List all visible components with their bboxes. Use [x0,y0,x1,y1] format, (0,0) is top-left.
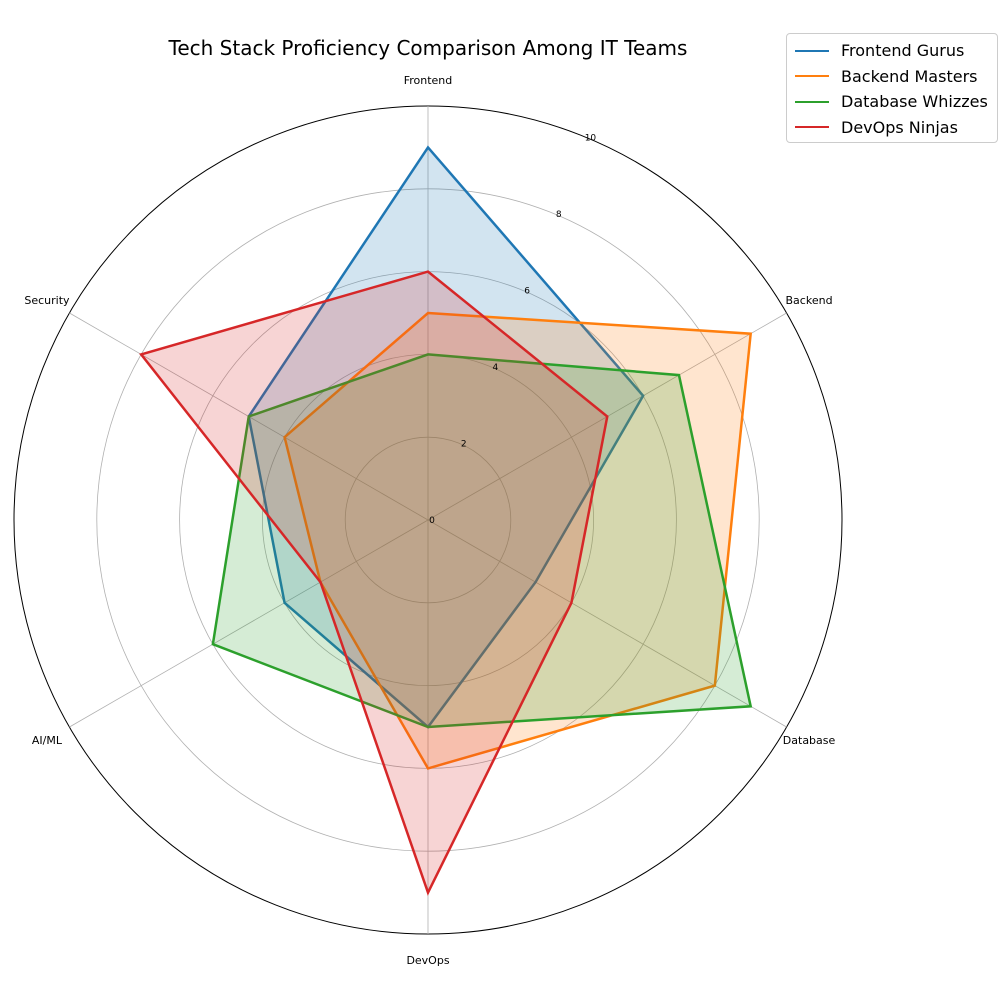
axis-label-devops: DevOps [406,954,449,967]
radial-tick-label: 10 [585,134,597,144]
legend-label: Frontend Gurus [841,41,965,61]
axis-label-backend: Backend [786,294,833,307]
series-fill-0 [248,147,644,727]
legend-item-frontend-gurus: Frontend Gurus [795,38,989,64]
chart-title: Tech Stack Proficiency Comparison Among … [168,36,688,60]
legend-label: Backend Masters [841,66,978,86]
legend-swatch [795,100,829,103]
axis-label-ai-ml: AI/ML [32,734,63,747]
radial-tick-label: 4 [493,363,499,373]
series-layer [139,145,753,896]
axis-labels: 0 2 4 6 8 10 Frontend Backend Database DevOps AI/M… [24,74,835,967]
series-fill-2 [212,354,751,727]
legend-swatch [795,126,829,129]
series-fill-1 [284,313,751,769]
legend-item-database-whizzes: Database Whizzes [795,89,989,115]
legend-swatch [795,75,829,78]
legend-item-backend-masters: Backend Masters [795,64,989,90]
series-fill-3 [141,271,608,893]
radial-tick-label: 2 [461,440,467,450]
axis-label-security: Security [24,294,70,307]
legend-label: Database Whizzes [841,92,988,112]
radial-tick-label: 0 [429,516,435,526]
grid-spoke [69,519,429,728]
series-line-3 [139,270,609,896]
legend-label: DevOps Ninjas [841,117,958,137]
radial-tick-label: 6 [524,287,530,297]
grid-spoke [427,519,787,728]
radial-tick-label: 8 [556,210,562,220]
legend: Frontend Gurus Backend Masters Database … [786,33,998,143]
series-line-2 [211,353,753,729]
axis-label-database: Database [783,734,836,747]
legend-item-devops-ninjas: DevOps Ninjas [795,115,989,141]
axis-label-frontend: Frontend [404,74,453,87]
series-line-1 [283,311,753,770]
legend-swatch [795,49,829,52]
